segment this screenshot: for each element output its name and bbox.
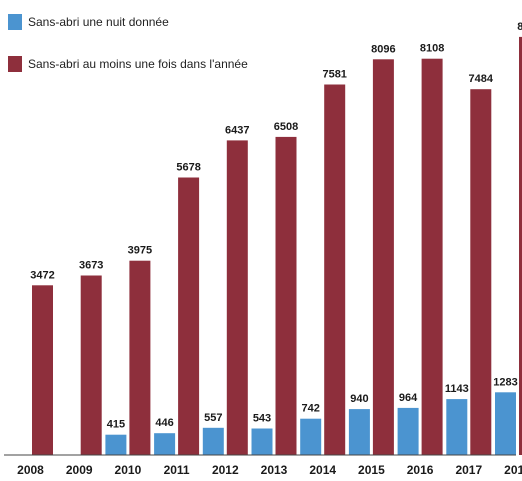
data-label-one-night-2012: 557 [204,412,222,424]
data-label-once-a-year-2011: 5678 [176,162,200,174]
bar-one-night-2017 [446,399,468,455]
legend-label-once-a-year: Sans-abri au moins une fois dans l'année [28,57,248,71]
data-label-once-a-year-2012: 6437 [225,124,249,136]
data-label-once-a-year-2018: 8555 [517,21,522,33]
legend-swatch-once-a-year [8,56,22,72]
bar-once-a-year-2017 [470,89,492,455]
bar-once-a-year-2010 [129,260,151,455]
x-tick-label-2008: 2008 [17,463,44,477]
data-label-once-a-year-2013: 6508 [274,121,298,133]
bar-one-night-2011 [154,433,176,455]
bar-one-night-2018 [495,392,516,455]
data-label-one-night-2013: 543 [253,413,271,425]
bar-once-a-year-2016 [421,58,443,455]
data-label-once-a-year-2015: 8096 [371,43,395,55]
data-label-once-a-year-2016: 8108 [420,43,444,55]
data-label-one-night-2011: 446 [155,417,173,429]
bar-once-a-year-2013 [275,136,297,455]
legend-swatch-one-night [8,14,22,30]
bar-once-a-year-2012 [226,140,248,455]
data-label-one-night-2015: 940 [350,393,368,405]
bar-once-a-year-2015 [372,59,394,456]
bar-once-a-year-2009 [80,275,102,455]
x-tick-label-2011: 2011 [164,463,190,477]
x-tick-label-2015: 2015 [358,463,385,477]
legend-item-once-a-year: Sans-abri au moins une fois dans l'année [8,54,248,74]
x-tick-label-2016: 2016 [407,463,434,477]
x-tick-label-2009: 2009 [66,463,93,477]
bar-once-a-year-2014 [324,84,346,455]
bar-one-night-2016 [397,407,419,455]
data-label-one-night-2010: 415 [107,419,125,431]
data-label-one-night-2016: 964 [399,392,418,404]
x-tick-label-2010: 2010 [115,463,142,477]
data-label-once-a-year-2008: 3472 [30,269,54,281]
legend-label-one-night: Sans-abri une nuit donnée [28,15,169,29]
x-tick-label-2018: 2018 [504,463,522,477]
data-label-one-night-2018: 1283 [493,376,517,388]
bar-once-a-year-2018 [519,36,522,456]
data-label-one-night-2017: 1143 [445,383,469,395]
bar-one-night-2013 [251,428,273,455]
bar-one-night-2012 [202,427,224,455]
x-tick-labels: 2008 2009 2010 2011 2012 2013 2014 2015 2016 2017… [17,463,522,477]
x-tick-label-2012: 2012 [212,463,239,477]
data-label-once-a-year-2010: 3975 [128,245,152,257]
bar-once-a-year-2008 [32,285,53,455]
data-label-once-a-year-2017: 7484 [469,73,494,85]
x-tick-label-2014: 2014 [309,463,336,477]
bars-group: 3472 3673 415 3975 446 5678 557 6437 543 6508 742 7… [30,21,522,456]
bar-one-night-2015 [348,409,370,455]
legend: Sans-abri une nuit donnée Sans-abri au m… [8,12,248,96]
data-label-once-a-year-2009: 3673 [79,260,103,272]
bar-once-a-year-2011 [178,177,200,455]
data-label-one-night-2014: 742 [302,403,320,415]
data-label-once-a-year-2014: 7581 [322,69,346,81]
bar-one-night-2010 [105,434,127,455]
legend-item-one-night: Sans-abri une nuit donnée [8,12,248,32]
x-tick-label-2017: 2017 [455,463,482,477]
x-tick-label-2013: 2013 [261,463,288,477]
bar-one-night-2014 [300,418,322,455]
